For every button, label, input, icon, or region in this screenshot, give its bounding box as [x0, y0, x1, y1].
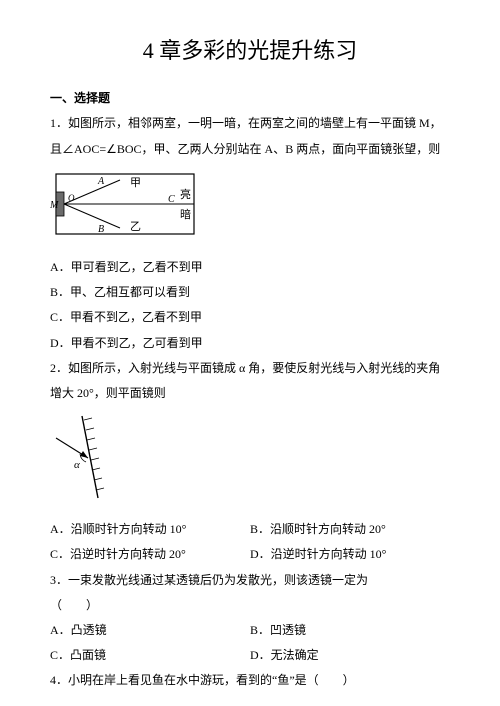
- q3-option-d: D．无法确定: [250, 643, 450, 668]
- mirror-room-diagram-icon: M O A B 甲 乙 亮 暗 C: [50, 168, 200, 240]
- q3-option-c: C．凸面镜: [50, 643, 250, 668]
- q2-stem-line2: 增大 20°，则平面镜则: [50, 381, 450, 406]
- q1-stem-line1: 1．如图所示，相邻两室，一明一暗，在两室之间的墙壁上有一平面镜 M，: [50, 111, 450, 136]
- question-4: 4．小明在岸上看见鱼在水中游玩，看到的“鱼”是（ ）: [50, 668, 450, 693]
- svg-text:暗: 暗: [180, 207, 191, 221]
- q3-stem: 3．一束发散光线通过某透镜后仍为发散光，则该透镜一定为: [50, 568, 450, 593]
- svg-text:O: O: [68, 193, 75, 203]
- svg-text:A: A: [97, 176, 105, 187]
- svg-text:α: α: [74, 459, 80, 471]
- q4-stem: 4．小明在岸上看见鱼在水中游玩，看到的“鱼”是（ ）: [50, 668, 450, 693]
- question-3: 3．一束发散光线通过某透镜后仍为发散光，则该透镜一定为 （ ） A．凸透镜 B．…: [50, 568, 450, 669]
- svg-text:M: M: [50, 200, 59, 211]
- q3-options: A．凸透镜 B．凹透镜 C．凸面镜 D．无法确定: [50, 618, 450, 668]
- svg-text:C: C: [168, 194, 175, 205]
- question-2: 2．如图所示，入射光线与平面镜成 α 角，要使反射光线与入射光线的夹角 增大 2…: [50, 356, 450, 568]
- q2-options: A．沿顺时针方向转动 10° B．沿顺时针方向转动 20° C．沿逆时针方向转动…: [50, 517, 450, 567]
- page-title: 4 章多彩的光提升练习: [50, 28, 450, 74]
- q1-option-b: B．甲、乙相互都可以看到: [50, 280, 450, 305]
- inclined-mirror-diagram-icon: α: [50, 412, 120, 502]
- q2-option-a: A．沿顺时针方向转动 10°: [50, 517, 250, 542]
- q1-option-c: C．甲看不到乙，乙看不到甲: [50, 305, 450, 330]
- section-heading: 一、选择题: [50, 86, 450, 111]
- q3-option-a: A．凸透镜: [50, 618, 250, 643]
- q1-option-d: D．甲看不到乙，乙可看到甲: [50, 331, 450, 356]
- svg-text:甲: 甲: [130, 177, 141, 189]
- q2-option-d: D．沿逆时针方向转动 10°: [250, 542, 450, 567]
- q1-stem-line2: 且∠AOC=∠BOC，甲、乙两人分别站在 A、B 两点，面向平面镜张望，则: [50, 137, 450, 162]
- svg-text:B: B: [98, 224, 104, 235]
- svg-text:亮: 亮: [180, 187, 191, 201]
- q3-option-b: B．凹透镜: [250, 618, 450, 643]
- q2-stem-line1: 2．如图所示，入射光线与平面镜成 α 角，要使反射光线与入射光线的夹角: [50, 356, 450, 381]
- q1-figure: M O A B 甲 乙 亮 暗 C: [50, 168, 450, 249]
- svg-text:乙: 乙: [130, 220, 141, 233]
- q1-option-a: A．甲可看到乙，乙看不到甲: [50, 255, 450, 280]
- q2-option-b: B．沿顺时针方向转动 20°: [250, 517, 450, 542]
- q3-paren: （ ）: [50, 593, 450, 618]
- q2-figure: α: [50, 412, 450, 511]
- q2-option-c: C．沿逆时针方向转动 20°: [50, 542, 250, 567]
- question-1: 1．如图所示，相邻两室，一明一暗，在两室之间的墙壁上有一平面镜 M， 且∠AOC…: [50, 111, 450, 355]
